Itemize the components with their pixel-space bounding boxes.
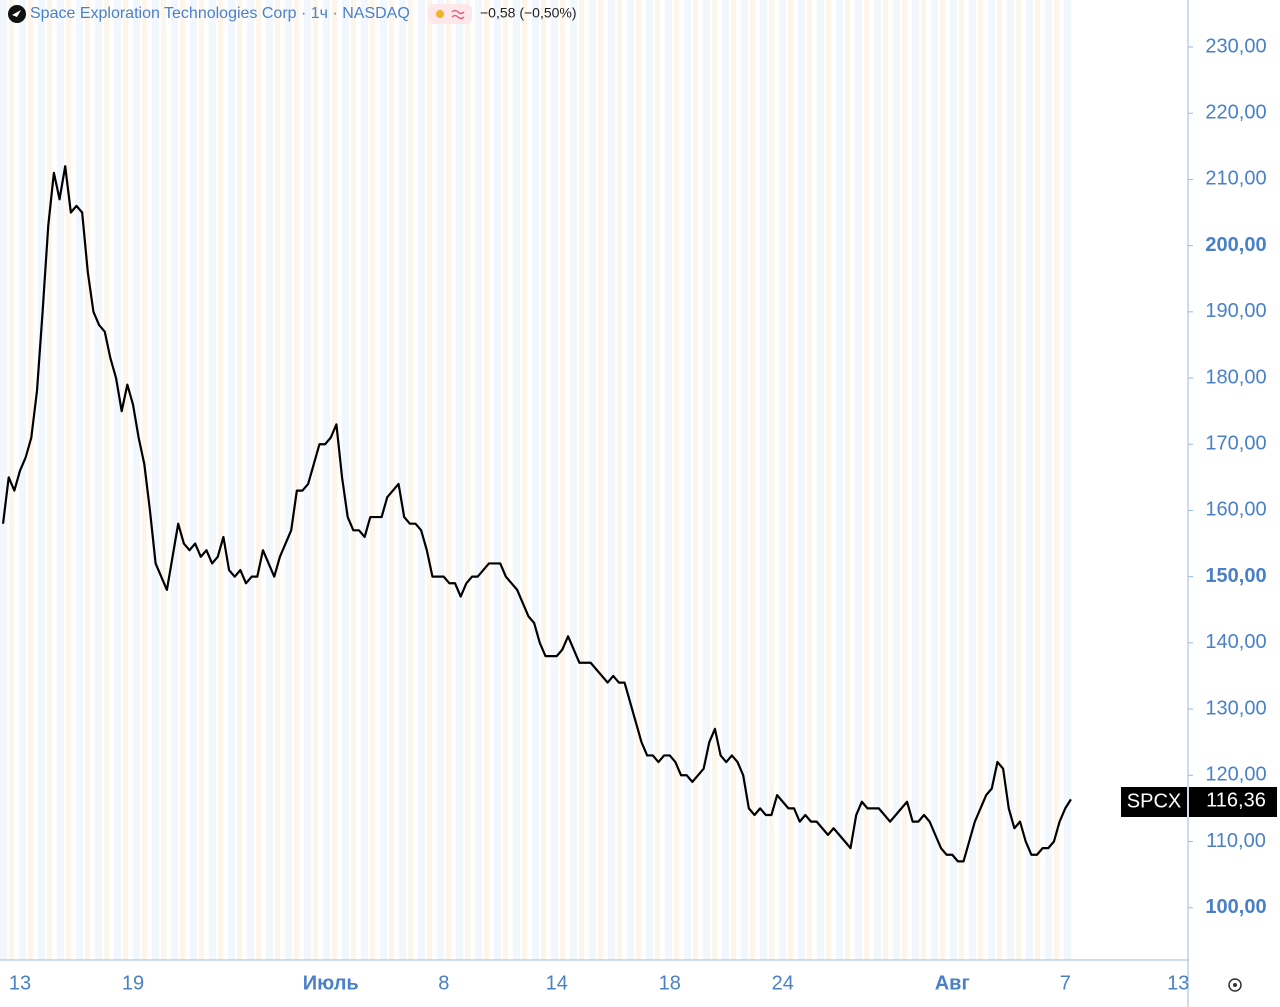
x-tick-label: Авг	[935, 972, 970, 994]
x-tick-label: 13	[1167, 972, 1189, 994]
settings-icon-center	[1233, 983, 1237, 987]
y-tick-label: 130,00	[1205, 697, 1266, 719]
price-line	[1, 165, 1072, 863]
y-tick-label: 220,00	[1205, 101, 1266, 123]
y-tick-label: 200,00	[1205, 234, 1266, 256]
y-tick-label: 120,00	[1205, 764, 1266, 786]
header: Space Exploration Technologies Corp · 1ч…	[8, 4, 577, 24]
settings-icon[interactable]	[1228, 978, 1242, 992]
sun-icon	[436, 10, 444, 18]
y-tick-label: 180,00	[1205, 366, 1266, 388]
x-tick-label: 24	[772, 972, 794, 994]
last-price: 116,36	[1206, 789, 1266, 811]
x-tick-label: 14	[546, 972, 568, 994]
wave-icon	[451, 9, 465, 20]
x-tick-label: 18	[659, 972, 681, 994]
y-tick-label: 100,00	[1205, 896, 1266, 918]
session-shading	[0, 0, 1072, 960]
y-tick-label: 210,00	[1205, 168, 1266, 190]
x-tick-label: 8	[438, 972, 449, 994]
interval[interactable]: 1ч	[311, 5, 328, 22]
y-tick-label: 160,00	[1205, 499, 1266, 521]
symbol-box	[1121, 787, 1187, 817]
x-tick-label: 19	[122, 972, 144, 994]
price-change: −0,58 (−0,50%)	[480, 5, 577, 21]
exchange: NASDAQ	[342, 5, 410, 22]
x-tick-label: Июль	[303, 972, 359, 994]
y-tick-label: 140,00	[1205, 631, 1266, 653]
y-tick-label: 230,00	[1205, 35, 1266, 57]
last-price-label: SPCX 116,36	[1121, 787, 1277, 817]
price-box	[1189, 787, 1277, 817]
x-tick-label: 7	[1060, 972, 1071, 994]
y-tick-label: 110,00	[1206, 830, 1266, 852]
logo-glyph	[12, 10, 21, 17]
chart-title: Space Exploration Technologies Corp	[30, 5, 297, 22]
symbol: SPCX	[1127, 790, 1181, 812]
y-tick-label: 170,00	[1205, 433, 1266, 455]
settings-button[interactable]	[1228, 978, 1242, 992]
session-badge	[428, 4, 472, 24]
x-tick-label: 13	[9, 972, 31, 994]
y-tick-label: 150,00	[1205, 565, 1266, 587]
header-info: Space Exploration Technologies Corp · 1ч…	[30, 5, 410, 22]
y-tick-label: 190,00	[1205, 300, 1266, 322]
